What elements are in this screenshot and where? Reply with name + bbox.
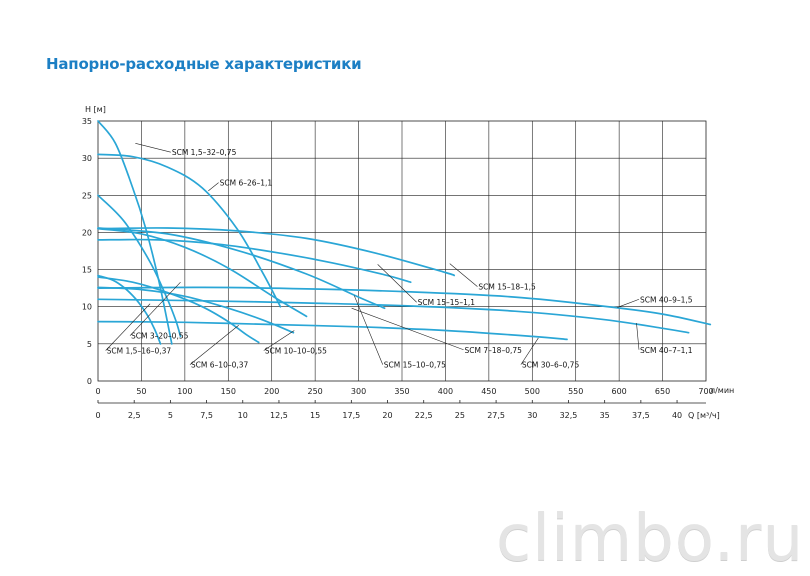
x2-tick-label: 32,5 bbox=[560, 411, 578, 420]
x-tick-label: 600 bbox=[612, 387, 627, 396]
grid bbox=[97, 120, 707, 404]
series-label: SCM 30–6–0,75 bbox=[522, 361, 580, 370]
series-curve-12 bbox=[97, 286, 712, 326]
series-label: SCM 15–15–1,1 bbox=[418, 298, 476, 307]
series-curve-6 bbox=[97, 286, 295, 334]
tick-labels: 0 50 100 150 200 250 300 350 400 450 500 550 600 650 7… bbox=[82, 117, 714, 420]
series-leader-line bbox=[135, 142, 171, 153]
x2-tick-label: 7,5 bbox=[200, 411, 213, 420]
series-label: SCM 1,5–16–0,37 bbox=[107, 347, 172, 356]
x-tick-label: 50 bbox=[136, 387, 146, 396]
y-tick-label: 0 bbox=[87, 377, 92, 386]
series-leader-line bbox=[353, 295, 384, 365]
y-tick-label: 10 bbox=[82, 303, 92, 312]
x2-tick-label: 20 bbox=[382, 411, 392, 420]
x2-tick-label: 17,5 bbox=[342, 411, 360, 420]
x-tick-label: 450 bbox=[481, 387, 496, 396]
x2-tick-label: 15 bbox=[310, 411, 320, 420]
series-curve-8 bbox=[97, 238, 412, 284]
series-curve-3 bbox=[97, 274, 162, 345]
y-tick-label: 15 bbox=[82, 266, 92, 275]
series-leader-line bbox=[617, 298, 640, 308]
series-label: SCM 40–9–1,5 bbox=[640, 295, 693, 304]
series-label: SCM 6–26–1,1 bbox=[220, 179, 273, 188]
series-label: SCM 3–20–0,55 bbox=[131, 332, 189, 341]
x2-tick-label: 30 bbox=[527, 411, 537, 420]
x2-tick-label: 2,5 bbox=[128, 411, 141, 420]
series-leader-line bbox=[377, 264, 417, 303]
x-tick-label: 400 bbox=[438, 387, 453, 396]
x2-tick-label: 10 bbox=[238, 411, 248, 420]
x-tick-label: 500 bbox=[525, 387, 540, 396]
series-label: SCM 1,5–32–0,75 bbox=[172, 148, 237, 157]
series-leader-line bbox=[189, 325, 239, 365]
series-leader-line bbox=[105, 303, 151, 351]
series-leader-line bbox=[129, 281, 181, 336]
x-tick-label: 700 bbox=[698, 387, 713, 396]
series-curve-2 bbox=[97, 153, 282, 308]
series-curve-11 bbox=[97, 320, 568, 341]
y-tick-label: 35 bbox=[82, 117, 92, 126]
series-leader-line bbox=[208, 182, 219, 192]
watermark: climbo.ru bbox=[496, 502, 804, 576]
series-labels: SCM 1,5–32–0,75 SCM 6–26–1,1 SCM 1,5–16–0,… bbox=[105, 142, 693, 370]
x2-tick-label: 35 bbox=[600, 411, 610, 420]
x2-axis-label: Q [м³/ч] bbox=[688, 411, 720, 420]
x2-tick-label: 27,5 bbox=[487, 411, 505, 420]
x2-tick-label: 5 bbox=[168, 411, 173, 420]
series-label: SCM 40–7–1,1 bbox=[640, 346, 693, 355]
curves bbox=[97, 120, 712, 345]
series-label: SCM 15–18–1,5 bbox=[478, 283, 536, 292]
x-tick-label: 150 bbox=[221, 387, 236, 396]
series-label: SCM 6–10–0,37 bbox=[191, 361, 249, 370]
x-tick-label: 250 bbox=[308, 387, 323, 396]
series-leader-line bbox=[263, 330, 295, 351]
series-leader-line bbox=[636, 323, 640, 350]
x-tick-label: 0 bbox=[95, 387, 100, 396]
series-label: SCM 15–10–0,75 bbox=[384, 361, 446, 370]
x-tick-label: 200 bbox=[264, 387, 279, 396]
x-tick-label: 550 bbox=[568, 387, 583, 396]
series-label: SCM 7–18–0,75 bbox=[465, 346, 523, 355]
y-tick-label: 20 bbox=[82, 228, 92, 237]
y-axis-label: H [м] bbox=[85, 105, 106, 114]
x-tick-label: 350 bbox=[394, 387, 409, 396]
x2-tick-label: 40 bbox=[672, 411, 682, 420]
x2-tick-label: 22,5 bbox=[415, 411, 433, 420]
series-curve-13 bbox=[97, 298, 690, 334]
y-tick-label: 5 bbox=[87, 340, 92, 349]
x2-tick-label: 37,5 bbox=[632, 411, 650, 420]
x-axis-label: л/мин bbox=[710, 386, 734, 395]
series-leader-line bbox=[520, 337, 539, 365]
series-curve-7 bbox=[97, 227, 456, 277]
chart-title: Напорно-расходные характеристики bbox=[46, 55, 362, 73]
x-tick-label: 100 bbox=[177, 387, 192, 396]
x2-tick-label: 25 bbox=[455, 411, 465, 420]
series-curve-4 bbox=[97, 194, 182, 338]
y-tick-label: 30 bbox=[82, 154, 92, 163]
series-curve-5 bbox=[97, 276, 260, 344]
series-curve-10 bbox=[97, 227, 308, 318]
x-tick-label: 650 bbox=[655, 387, 670, 396]
x2-tick-label: 12,5 bbox=[270, 411, 288, 420]
series-leader-line bbox=[449, 263, 478, 287]
x-tick-label: 300 bbox=[351, 387, 366, 396]
series-curve-9 bbox=[97, 227, 386, 310]
y-tick-label: 25 bbox=[82, 191, 92, 200]
series-label: SCM 10–10–0,55 bbox=[265, 347, 327, 356]
series-leader-line bbox=[351, 307, 464, 351]
x2-tick-label: 0 bbox=[95, 411, 100, 420]
